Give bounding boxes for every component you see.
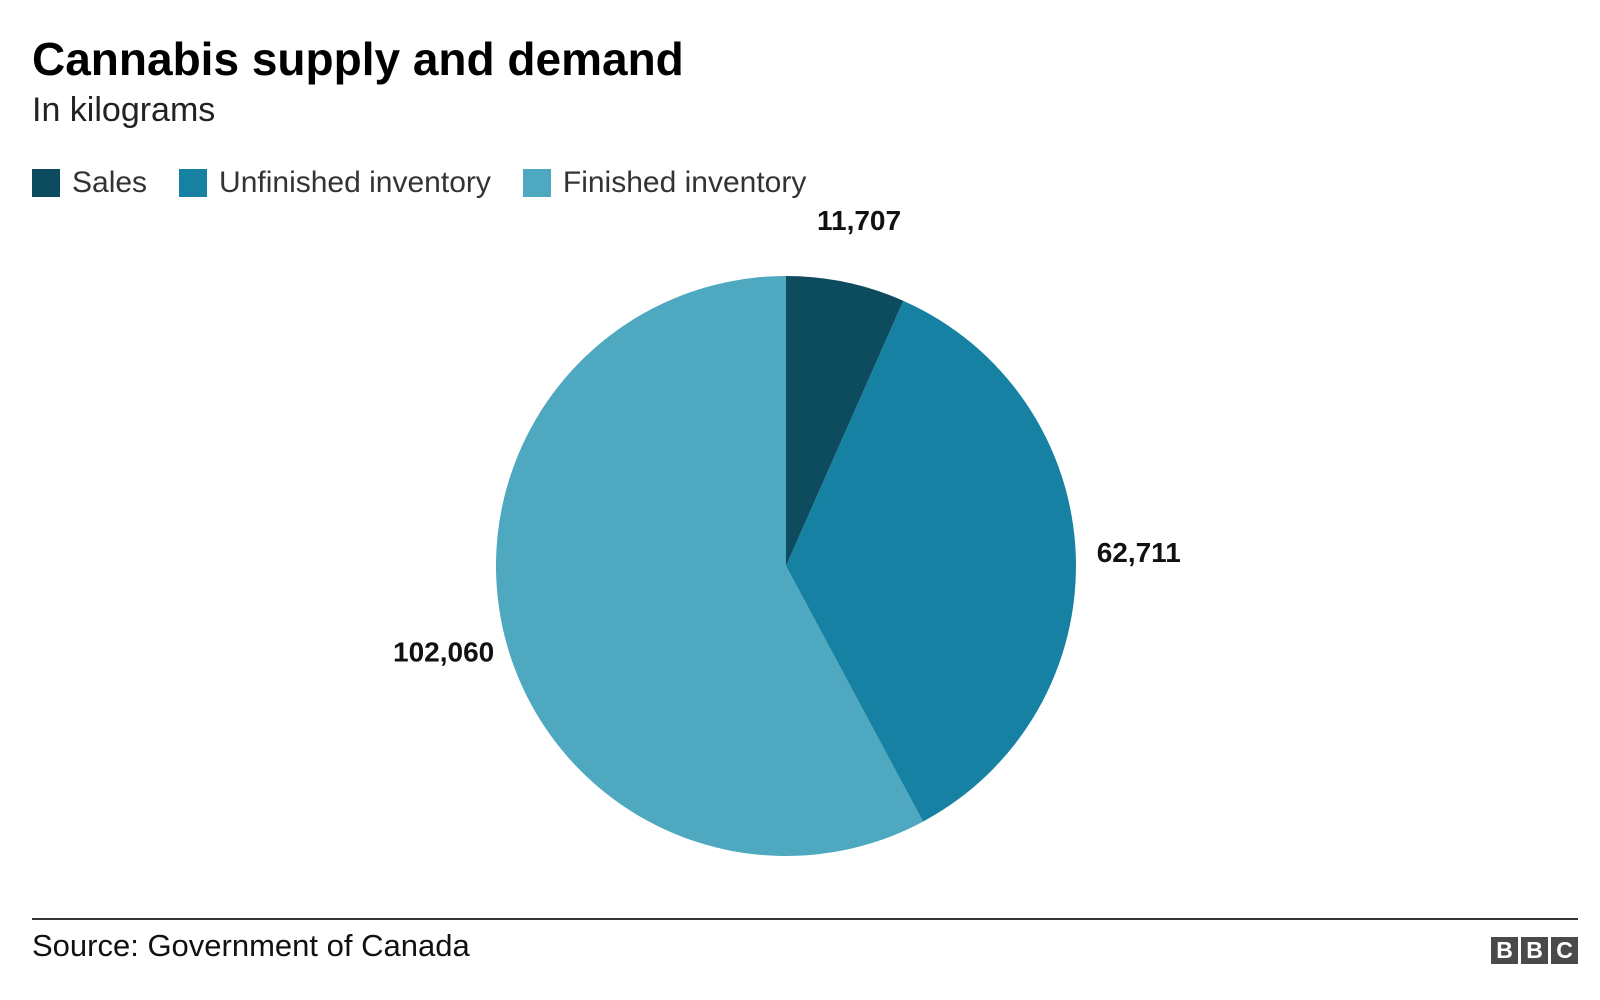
legend-swatch-unfinished-inventory — [179, 169, 208, 197]
data-label-unfinished-inventory: 62,711 — [1097, 537, 1181, 568]
legend-label-sales: Sales — [72, 166, 148, 199]
bbc-logo-block: C — [1551, 937, 1578, 964]
legend-item-unfinished-inventory: Unfinished inventory — [179, 166, 491, 200]
pie-slice-unfinished-inventory — [786, 300, 1076, 822]
source-note: Source: Government of Canada — [32, 928, 470, 963]
legend-swatch-sales — [32, 169, 60, 197]
bbc-logo: B B C — [1491, 937, 1578, 964]
bbc-logo-block: B — [1521, 937, 1548, 964]
pie-slice-sales — [786, 276, 904, 566]
bbc-logo-block: B — [1491, 937, 1518, 964]
chart-legend: Sales Unfinished inventory Finished inve… — [32, 166, 838, 200]
legend-item-finished-inventory: Finished inventory — [522, 166, 807, 200]
chart-title: Cannabis supply and demand — [32, 33, 684, 85]
footer-divider — [32, 918, 1578, 920]
pie-slice-finished-inventory — [496, 276, 924, 856]
legend-label-finished-inventory: Finished inventory — [562, 166, 807, 199]
legend-item-sales: Sales — [32, 166, 147, 200]
data-label-finished-inventory: 102,060 — [393, 636, 494, 667]
legend-swatch-finished-inventory — [522, 169, 551, 197]
data-label-sales: 11,707 — [817, 205, 901, 236]
chart-subtitle: In kilograms — [32, 91, 216, 129]
legend-label-unfinished-inventory: Unfinished inventory — [219, 166, 491, 199]
